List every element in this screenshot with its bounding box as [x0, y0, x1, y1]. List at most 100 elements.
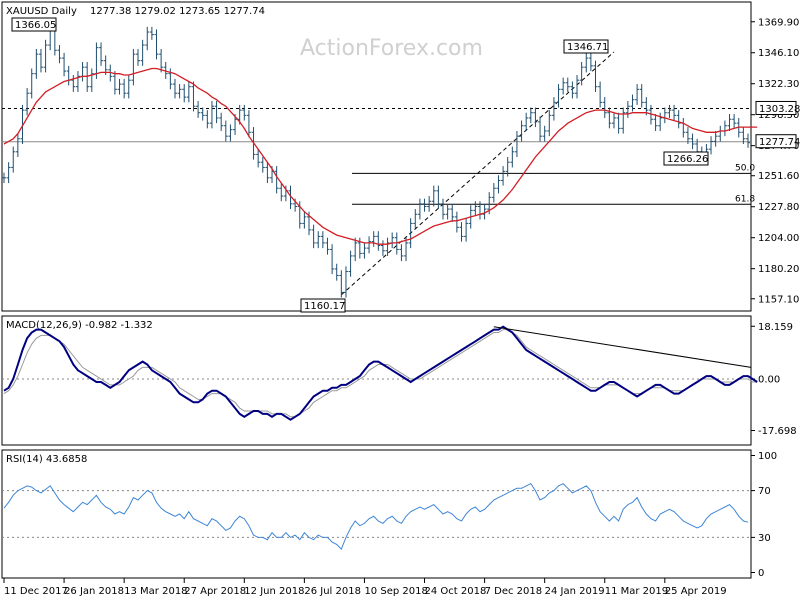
price-bar	[376, 231, 381, 251]
x-tick-label: 11 Dec 2017	[4, 586, 68, 597]
macd-panel-frame	[1, 315, 752, 446]
price-bar	[20, 104, 25, 144]
price-bar	[417, 198, 422, 220]
swing-label-text: 1160.17	[304, 301, 345, 312]
price-bar	[62, 52, 67, 77]
x-tick-label: 10 Sep 2018	[364, 586, 427, 597]
price-bar	[482, 203, 487, 220]
price-bar	[676, 110, 681, 129]
price-bar	[288, 185, 293, 210]
price-bar	[533, 107, 538, 128]
y-tick-label: 1204.00	[758, 233, 799, 244]
price-bar	[353, 237, 358, 262]
price-bar	[413, 209, 418, 229]
price-bar	[34, 48, 39, 79]
price-title: XAUUSD Daily	[6, 6, 77, 17]
swing-label: 1266.26	[663, 151, 709, 166]
price-bar	[598, 81, 603, 108]
swing-label-text: 1266.26	[667, 154, 708, 165]
price-bar	[538, 116, 543, 142]
price-bar	[464, 218, 469, 242]
level-tag: 1303.28	[755, 100, 800, 115]
y-tick-label: -17.698	[758, 426, 797, 437]
price-bar	[145, 26, 150, 51]
price-bar	[371, 231, 376, 247]
price-bar	[551, 97, 556, 121]
price-bar	[320, 231, 325, 249]
price-bar	[459, 222, 464, 242]
price-bar	[242, 104, 247, 121]
x-tick-label: 13 Mar 2018	[124, 586, 187, 597]
price-bar	[71, 74, 76, 92]
price-bar	[163, 61, 168, 79]
price-bar	[260, 157, 265, 173]
price-bar	[584, 52, 589, 73]
price-bar	[445, 203, 450, 220]
price-bar	[427, 196, 432, 212]
price-bar	[209, 101, 214, 129]
swing-label: 1366.05	[11, 17, 57, 32]
price-panel: ActionForex.com XAUUSD Daily 1277.38 127…	[1, 1, 800, 313]
macd-line	[3, 325, 758, 421]
y-tick-label: 30	[758, 533, 771, 544]
fib-label: 50.0	[735, 163, 755, 173]
price-bar	[191, 81, 196, 112]
price-bar	[441, 198, 446, 220]
swing-label-box	[563, 39, 609, 54]
price-bar	[246, 110, 251, 138]
price-bar	[172, 78, 177, 99]
y-tick-label: 0	[758, 568, 764, 579]
price-bar	[713, 130, 718, 147]
y-tick-label: 1180.20	[758, 264, 799, 275]
price-bar	[122, 78, 127, 99]
price-bar	[602, 97, 607, 118]
x-tick-label: 24 Jan 2019	[545, 586, 605, 597]
price-bar	[648, 104, 653, 125]
price-bar	[302, 211, 307, 229]
swing-label-box	[11, 17, 57, 32]
price-bar	[727, 114, 732, 131]
macd-title: MACD(12,26,9) -0.982 -1.332	[6, 320, 153, 331]
price-bar	[491, 183, 496, 203]
price-panel-frame	[1, 1, 752, 312]
price-guides: 50.0 61.8	[2, 51, 755, 296]
price-bar	[473, 201, 478, 216]
price-bar	[510, 146, 515, 168]
price-bar	[38, 48, 43, 73]
price-bar	[103, 55, 108, 75]
price-series	[2, 21, 758, 298]
price-bar	[25, 88, 30, 116]
price-bar	[436, 185, 441, 210]
swing-label-box	[663, 151, 709, 166]
price-bar	[732, 114, 737, 129]
y-tick-label: 1322.30	[758, 79, 799, 90]
price-bar	[556, 84, 561, 108]
price-bar	[15, 133, 20, 157]
x-tick-label: 7 Dec 2018	[485, 586, 543, 597]
y-tick-label: 1251.60	[758, 171, 799, 182]
price-bar	[159, 48, 164, 73]
price-bar	[279, 183, 284, 202]
y-tick-label: 70	[758, 486, 771, 497]
price-bar	[505, 157, 510, 177]
price-bar	[214, 101, 219, 124]
price-bar	[404, 237, 409, 262]
price-bar	[524, 112, 529, 131]
price-bar	[343, 266, 348, 298]
price-bar	[408, 218, 413, 249]
price-bar	[126, 74, 131, 99]
price-bar	[431, 185, 436, 207]
price-bar	[514, 130, 519, 157]
price-bar	[380, 240, 385, 256]
watermark: ActionForex.com	[300, 36, 483, 61]
price-bar	[496, 175, 501, 194]
price-bar	[422, 198, 427, 212]
price-bar	[57, 45, 62, 64]
price-bar	[367, 236, 372, 254]
price-bar	[11, 146, 16, 173]
price-bar	[265, 162, 270, 184]
price-bar	[561, 77, 566, 95]
price-bar	[542, 125, 547, 142]
rsi-line	[3, 482, 749, 550]
